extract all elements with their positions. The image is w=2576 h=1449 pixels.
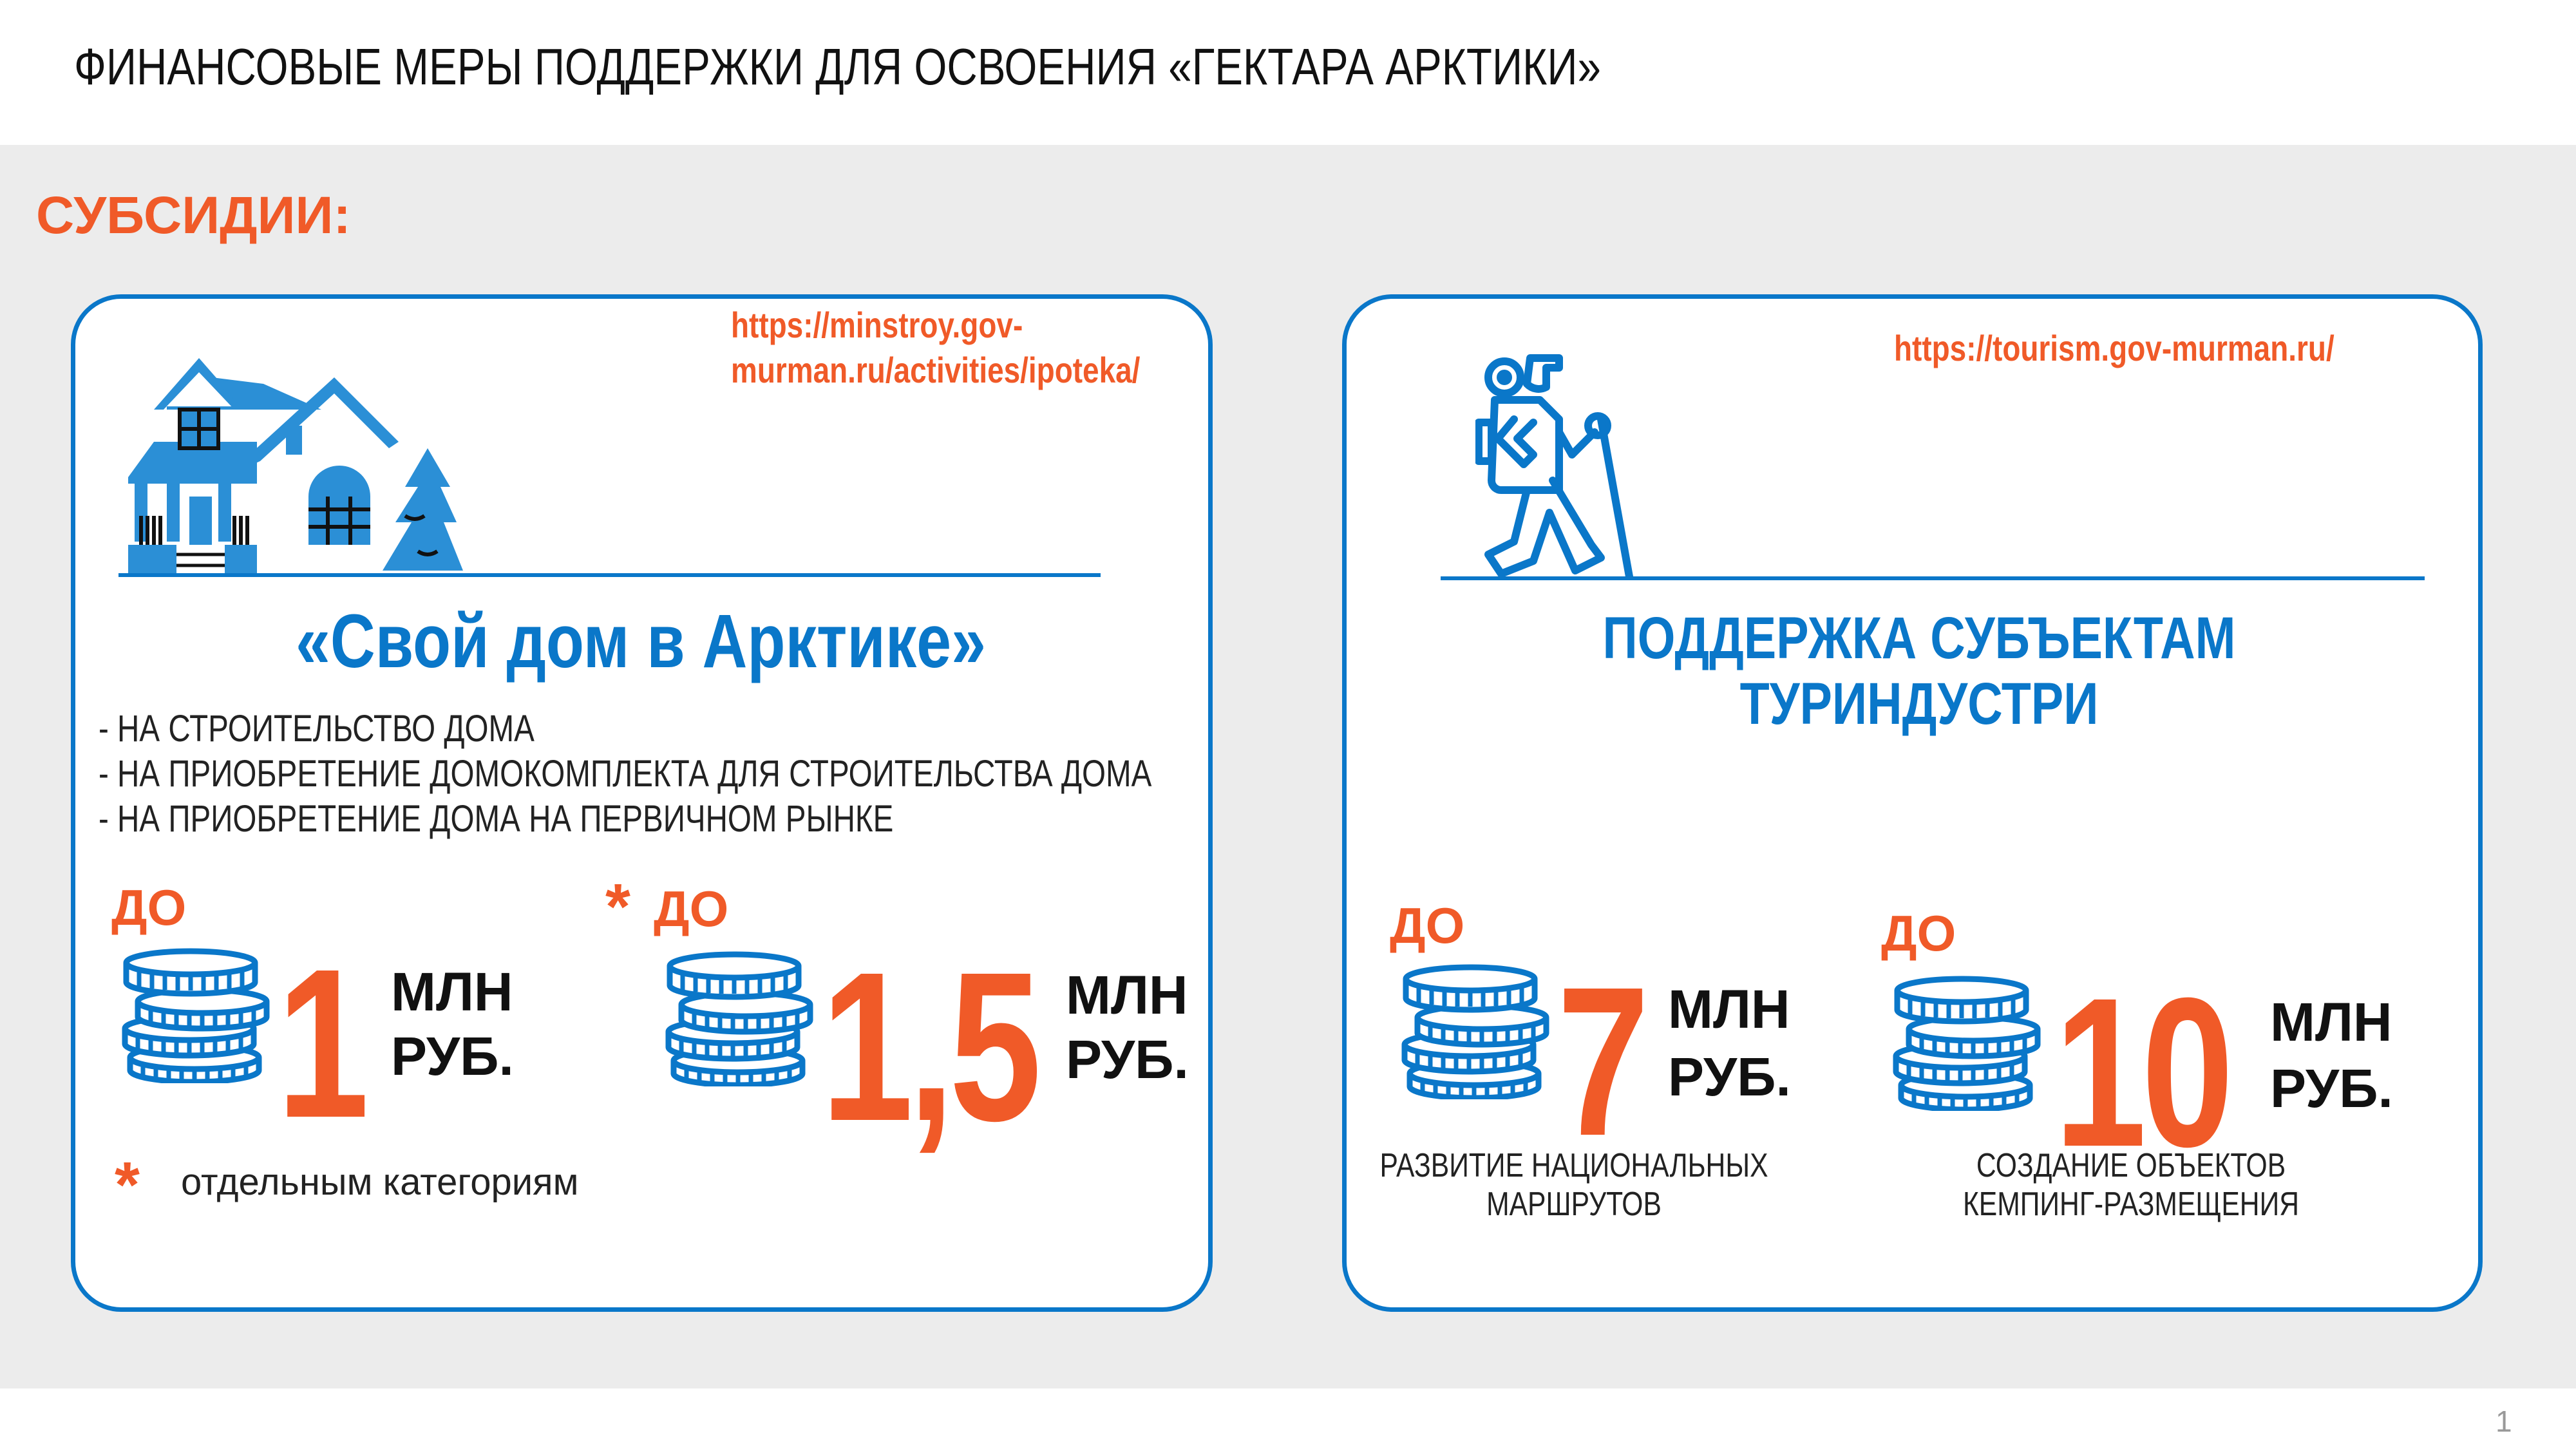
subsidy-card-tourism [1342,294,2483,1312]
hiker-icon [1475,354,1634,580]
amount-unit-mln: МЛН [2270,992,2392,1052]
page-number: 1 [2496,1405,2512,1438]
page-title: ФИНАНСОВЫЕ МЕРЫ ПОДДЕРЖКИ ДЛЯ ОСВОЕНИЯ «… [74,38,1601,95]
amount-unit-rub: РУБ. [2270,1058,2393,1119]
amount-prefix: ДО [1390,897,1465,954]
bullet-item: - НА ПРИОБРЕТЕНИЕ ДОМА НА ПЕРВИЧНОМ РЫНК… [99,798,894,840]
footnote-text: отдельным категориям [181,1161,579,1203]
section-title: СУБСИДИИ: [36,186,351,245]
amount-unit-rub: РУБ. [1668,1046,1791,1107]
house-icon [128,358,463,577]
divider [1441,576,2425,580]
ministry-link-line2: murman.ru/activities/ipoteka/ [731,350,1141,390]
amount-caption-line2: КЕМПИНГ-РАЗМЕЩЕНИЯ [1962,1186,2300,1223]
amount-unit-rub: РУБ. [391,1026,514,1086]
coins-icon [118,945,273,1083]
amount-caption-line1: СОЗДАНИЕ ОБЪЕКТОВ [1976,1147,2286,1184]
coins-icon [662,948,817,1086]
coins-icon [1398,961,1553,1099]
tourism-title-line2: ТУРИНДУСТРИ [1739,671,2099,737]
footnote-asterisk: * [115,1149,140,1221]
amount-prefix: ДО [654,880,729,937]
amount-value: 1 [277,924,369,1162]
ministry-link[interactable]: https://minstroy.gov- murman.ru/activiti… [731,303,1140,393]
program-title: «Свой дом в Арктике» [296,599,986,684]
subsidy-card-housing [71,294,1213,1312]
amount-unit-mln: МЛН [391,961,513,1022]
divider [118,573,1101,577]
ministry-link-line1: https://minstroy.gov- [731,305,1023,345]
amount-value: 1,5 [821,927,1041,1165]
amount-prefix: ДО [1881,905,1956,961]
amount-caption-line2: МАРШРУТОВ [1486,1186,1662,1223]
tourism-link[interactable]: https://tourism.gov-murman.ru/ [1894,328,2334,368]
amount-caption-line1: РАЗВИТИЕ НАЦИОНАЛЬНЫХ [1379,1147,1768,1184]
bullet-item: - НА ПРИОБРЕТЕНИЕ ДОМОКОМПЛЕКТА ДЛЯ СТРО… [99,753,1152,795]
bullet-item: - НА СТРОИТЕЛЬСТВО ДОМА [99,708,535,750]
amount-unit-mln: МЛН [1668,979,1790,1039]
amount-unit-mln: МЛН [1066,965,1188,1025]
asterisk: * [605,871,630,943]
amount-value: 7 [1557,942,1649,1180]
amount-value: 10 [2054,953,2234,1191]
amount-unit-rub: РУБ. [1066,1029,1189,1090]
coins-icon [1889,972,2044,1111]
tourism-title-line1: ПОДДЕРЖКА СУБЪЕКТАМ [1602,605,2236,671]
amount-prefix: ДО [111,879,187,936]
